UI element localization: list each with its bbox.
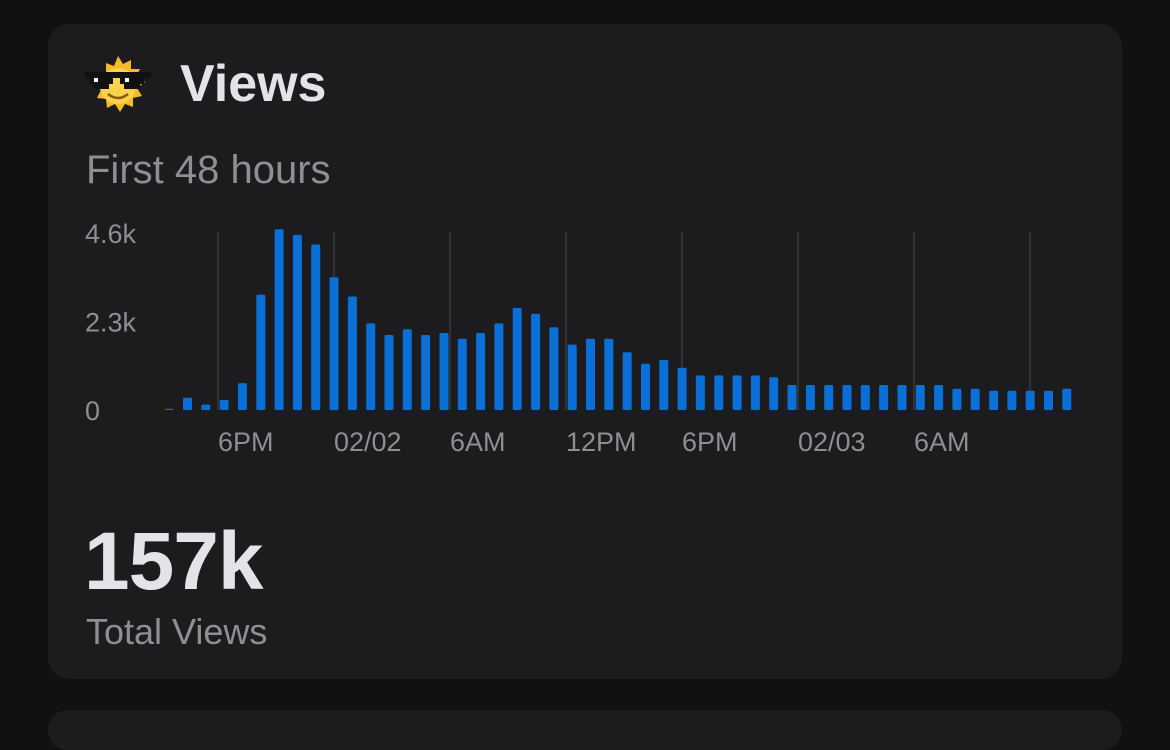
chart-bar [292,234,302,410]
total-views-value: 157k [84,516,263,607]
chart-bar [219,400,229,410]
y-tick-label: 0 [85,396,100,426]
chart-bar [201,404,211,410]
chart-bar [787,385,797,410]
chart-bar [329,277,339,411]
chart-bar [256,294,266,410]
x-tick-label: 6AM [450,427,506,457]
y-tick-label: 4.6k [85,219,137,249]
chart-bar [421,335,431,410]
chart-bar [274,229,284,410]
chart-bar [879,385,889,410]
chart-bar [384,335,394,410]
chart-bar [714,375,724,410]
chart-bar [531,313,541,410]
chart-bar [476,333,486,410]
chart-bar [622,352,632,410]
chart-bar [586,338,595,410]
chart-bar [915,385,925,410]
chart-bar [1007,390,1017,410]
chart-bar [402,329,412,410]
chart-bar [750,375,760,410]
chart-bar [732,375,742,410]
chart-bar [842,385,852,410]
chart-bar [934,385,944,410]
chart-bar [989,390,999,410]
x-tick-label: 6AM [914,427,970,457]
chart-bar [659,360,669,410]
views-card[interactable] [48,24,1122,679]
chart-bar [695,375,705,410]
card-title: Views [180,55,327,113]
chart-bar [512,308,522,410]
chart-bar [237,383,247,410]
chart-bar [494,323,504,410]
x-tick-label: 02/03 [798,427,866,457]
chart-bar [164,408,174,410]
card-subtitle: First 48 hours [86,148,331,192]
chart-bar [952,388,962,410]
chart-bar [970,388,980,410]
chart-bar [439,333,449,410]
sunglasses-sun-icon [85,56,151,112]
chart-bar [549,327,559,410]
y-tick-label: 2.3k [85,308,137,338]
chart-bar [677,367,687,410]
chart-bar [567,344,577,410]
chart-bar [1025,390,1035,410]
chart-bar [805,385,815,410]
chart-bar [641,363,650,410]
chart-bar [457,338,467,410]
chart-bar [897,385,907,410]
chart-bar [824,385,834,410]
chart-bar [769,377,779,410]
x-tick-label: 02/02 [334,427,402,457]
chart-bar [1044,390,1053,410]
chart-bar [860,385,870,410]
chart-bar [1062,388,1072,410]
x-tick-label: 6PM [218,427,274,457]
chart-bar [183,397,192,410]
x-tick-label: 6PM [682,427,738,457]
chart-bar [604,338,614,410]
views-bar-chart: 0 2.3k 4.6k 6PM 02/02 6AM 12PM 6PM 02/03 6AM [85,219,1072,457]
chart-bar [311,244,321,410]
chart-bar [366,323,376,410]
total-views-label: Total Views [86,611,268,652]
x-tick-label: 12PM [566,427,637,457]
chart-bar [347,296,357,410]
